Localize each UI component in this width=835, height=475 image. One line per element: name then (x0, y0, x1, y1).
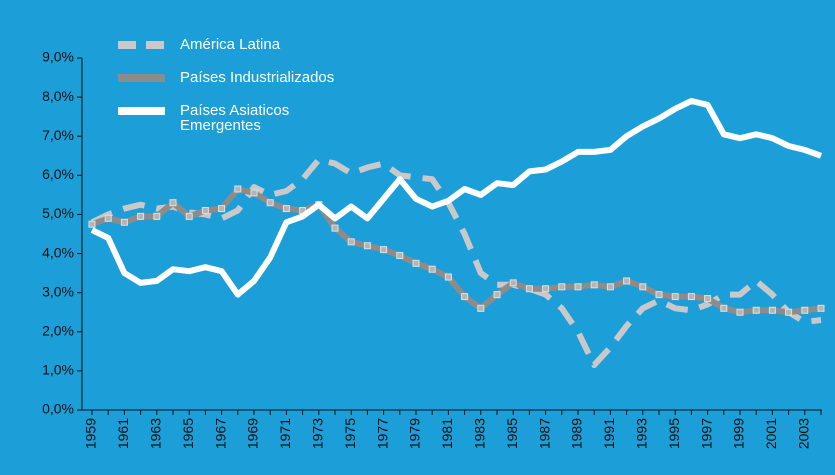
y-tick-label: 1,0% (42, 362, 74, 378)
x-tick-label: 1983 (472, 418, 488, 449)
series-marker (250, 189, 258, 197)
y-tick-label: 2,0% (42, 322, 74, 338)
legend-label: Países Asiaticos Emergentes (180, 102, 290, 134)
series-marker (428, 265, 436, 273)
series-marker (655, 291, 663, 299)
series-marker (331, 224, 339, 232)
series-marker (477, 304, 485, 312)
x-tick-label: 1997 (698, 418, 714, 449)
series-marker (704, 295, 712, 303)
series-marker (768, 306, 776, 314)
x-tick-label: 1971 (277, 418, 293, 449)
x-tick-label: 1979 (407, 418, 423, 449)
series-marker (201, 207, 209, 215)
x-tick-label: 1995 (666, 418, 682, 449)
y-tick-label: 5,0% (42, 205, 74, 221)
legend-label: Países Industrializados (180, 69, 335, 86)
series-line (90, 186, 822, 316)
series-marker (282, 205, 290, 213)
series-marker (542, 285, 550, 293)
y-tick-label: 7,0% (42, 127, 74, 143)
y-tick-label: 8,0% (42, 88, 74, 104)
series-marker (137, 212, 145, 220)
series-marker (234, 185, 242, 193)
series-marker (590, 281, 598, 289)
series-marker (266, 199, 274, 207)
x-tick-label: 1965 (180, 418, 196, 449)
series-marker (347, 238, 355, 246)
y-tick-label: 6,0% (42, 166, 74, 182)
x-tick-label: 1973 (310, 418, 326, 449)
x-tick-label: 1967 (212, 418, 228, 449)
series-marker (169, 199, 177, 207)
series-marker (218, 205, 226, 213)
series-marker (153, 212, 161, 220)
series-marker (687, 293, 695, 301)
series-marker (444, 273, 452, 281)
series-marker (785, 308, 793, 316)
x-tick-label: 1991 (601, 418, 617, 449)
series-marker (801, 306, 809, 314)
series-marker (461, 293, 469, 301)
x-tick-label: 1963 (148, 418, 164, 449)
x-tick-label: 1969 (245, 418, 261, 449)
series-marker (817, 304, 825, 312)
x-tick-label: 1993 (634, 418, 650, 449)
series-marker (623, 277, 631, 285)
series-line (90, 98, 823, 298)
x-tick-label: 1981 (439, 418, 455, 449)
series-marker (88, 220, 96, 228)
legend-label: América Latina (180, 36, 281, 53)
series-marker (412, 259, 420, 267)
y-tick-label: 9,0% (42, 49, 74, 65)
series-marker (363, 242, 371, 250)
y-tick-label: 3,0% (42, 283, 74, 299)
y-tick-label: 0,0% (42, 401, 74, 417)
series-marker (185, 212, 193, 220)
y-tick-label: 4,0% (42, 244, 74, 260)
series-marker (639, 283, 647, 291)
series-line (90, 156, 822, 368)
series-marker (671, 293, 679, 301)
x-tick-label: 1999 (731, 418, 747, 449)
x-tick-label: 1977 (374, 418, 390, 449)
series-marker (396, 252, 404, 260)
series-marker (558, 283, 566, 291)
x-tick-label: 1985 (504, 418, 520, 449)
x-tick-label: 1989 (569, 418, 585, 449)
series-marker (574, 283, 582, 291)
series-marker (493, 291, 501, 299)
series-marker (606, 283, 614, 291)
x-tick-label: 1959 (83, 418, 99, 449)
x-tick-label: 2003 (796, 418, 812, 449)
series-marker (104, 214, 112, 222)
series-marker (120, 218, 128, 226)
series-marker (736, 308, 744, 316)
x-tick-label: 1975 (342, 418, 358, 449)
x-tick-label: 2001 (763, 418, 779, 449)
series-marker (509, 279, 517, 287)
series-marker (525, 285, 533, 293)
x-tick-label: 1987 (536, 418, 552, 449)
x-tick-label: 1961 (115, 418, 131, 449)
series-marker (380, 246, 388, 254)
series-marker (720, 304, 728, 312)
series-marker (752, 306, 760, 314)
